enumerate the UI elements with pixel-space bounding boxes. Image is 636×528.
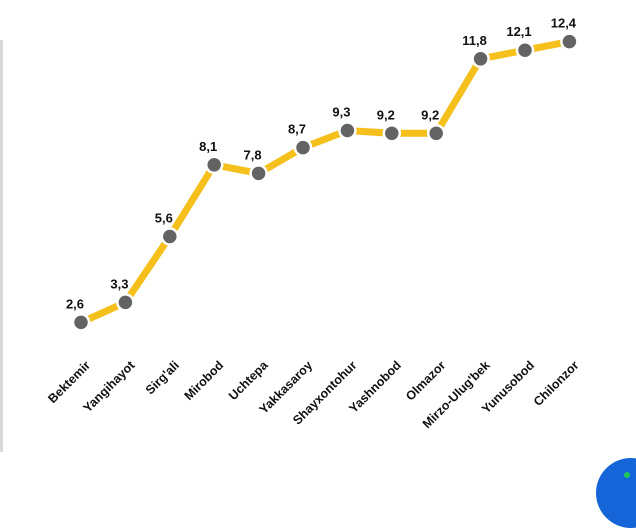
series-line-layer xyxy=(77,38,573,326)
data-value-label: 9,2 xyxy=(377,107,395,122)
data-point-marker xyxy=(116,293,135,312)
data-value-label: 12,1 xyxy=(506,24,531,39)
data-value-label: 7,8 xyxy=(244,147,262,162)
series-line xyxy=(77,38,573,326)
data-point-marker xyxy=(204,155,224,175)
value-label-layer: 2,6 3,3 5,6 8,1 7,8 8,7 9,3 9,2 9,2 11,8 12,1 12,4 xyxy=(66,16,577,312)
data-point-marker xyxy=(249,164,268,183)
data-point-marker xyxy=(471,49,490,69)
data-value-label: 5,6 xyxy=(155,211,173,226)
category-tick-label: Chilonzor xyxy=(531,358,582,409)
data-point-marker xyxy=(560,32,579,51)
marker-layer xyxy=(71,32,579,332)
data-value-label: 11,8 xyxy=(462,33,487,48)
data-point-marker xyxy=(426,124,446,143)
data-value-label: 12,4 xyxy=(551,16,577,31)
data-value-label: 9,3 xyxy=(332,105,350,120)
left-edge-rule xyxy=(0,40,3,452)
data-point-marker xyxy=(160,227,180,246)
data-point-marker xyxy=(515,40,535,60)
data-point-marker xyxy=(382,124,402,143)
data-value-label: 9,2 xyxy=(421,107,439,122)
data-value-label: 8,7 xyxy=(288,122,306,137)
data-value-label: 2,6 xyxy=(66,296,84,311)
category-tick-label: Mirobod xyxy=(182,358,227,403)
data-point-marker xyxy=(71,313,91,332)
category-tick-label: Sirg'ali xyxy=(143,358,182,397)
category-tick-label: Olmazor xyxy=(403,358,448,403)
corner-badge-dot xyxy=(624,472,630,478)
data-point-marker xyxy=(338,121,357,140)
data-value-label: 3,3 xyxy=(110,276,128,291)
category-tick-label: Uchtepa xyxy=(226,357,272,403)
data-value-label: 8,1 xyxy=(199,139,217,154)
line-chart: 2,63,35,68,17,88,79,3 9,2 9,211,812,112,4 … xyxy=(45,16,581,432)
data-point-marker xyxy=(293,138,313,157)
